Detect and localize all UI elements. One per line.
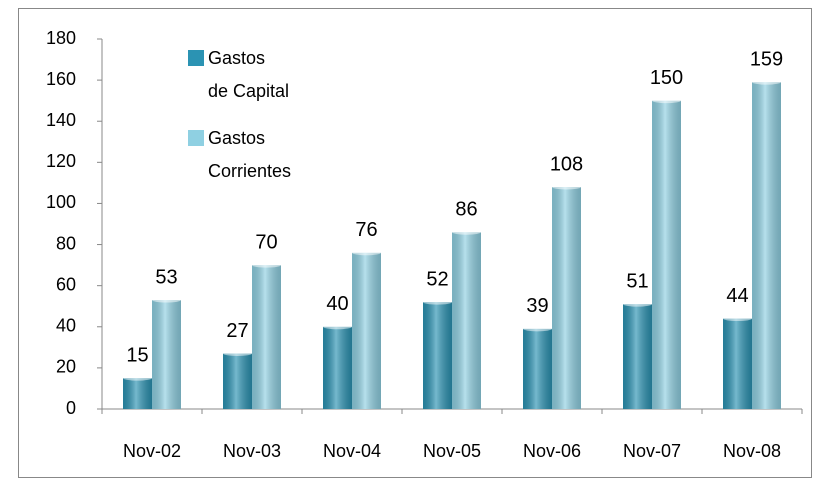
bar-shine [752,82,781,410]
value-label: 52 [426,268,448,290]
value-label: 76 [355,219,377,241]
bar-shine [123,378,152,409]
value-label: 51 [626,270,648,292]
value-label: 159 [750,48,783,70]
bar-cap [523,326,552,332]
bar-cap [652,98,681,104]
legend-item: Gastos Corrientes [188,122,291,188]
value-label: 15 [126,344,148,366]
bar-cap [152,297,181,303]
y-tick-label: 100 [46,192,76,212]
bar-cap [123,375,152,381]
value-label: 150 [650,67,683,89]
bar-cap [423,299,452,305]
y-tick-label: 20 [56,357,76,377]
bar-shine [452,232,481,409]
bar-cap [723,316,752,322]
legend-swatch [188,50,204,66]
bar-cap [623,301,652,307]
x-tick-label: Nov-05 [423,441,481,461]
bar-cap [352,250,381,256]
bar-shine [523,328,552,409]
bar-shine [652,100,681,410]
value-label: 86 [455,199,477,221]
value-label: 53 [155,266,177,288]
x-tick-label: Nov-07 [623,441,681,461]
y-tick-label: 160 [46,69,76,89]
x-tick-label: Nov-02 [123,441,181,461]
bar-shine [152,300,181,409]
bar-cap [223,351,252,356]
x-tick-label: Nov-06 [523,441,581,461]
bar-cap [552,184,581,190]
bar-shine [552,187,581,409]
y-tick-label: 80 [56,233,76,253]
value-label: 40 [326,293,348,315]
legend-label: Gastos de Capital [208,48,290,101]
bar-shine [323,326,352,409]
x-tick-label: Nov-03 [223,441,281,461]
y-tick-label: 40 [56,316,76,336]
y-tick-label: 60 [56,274,76,294]
legend-swatch [188,130,204,146]
bar-shine [723,318,752,409]
bar-shine [623,304,652,409]
x-tick-label: Nov-08 [723,441,781,461]
bar-cap [452,229,481,235]
y-tick-label: 120 [46,151,76,171]
bar-cap [752,79,781,85]
value-label: 108 [550,153,583,175]
legend-item: Gastos de Capital [188,42,289,108]
bar-shine [352,252,381,409]
bar-shine [223,353,252,409]
value-label: 70 [255,231,277,253]
value-label: 27 [226,320,248,342]
legend-label: Gastos Corrientes [208,128,292,181]
x-tick-label: Nov-04 [323,441,381,461]
y-tick-label: 0 [66,398,76,418]
bar-shine [423,302,452,409]
bar-cap [323,324,352,330]
bar-shine [252,265,281,409]
value-label: 44 [726,285,748,307]
y-tick-label: 140 [46,110,76,130]
bar-cap [252,262,281,268]
y-tick-label: 180 [46,28,76,48]
value-label: 39 [526,295,548,317]
